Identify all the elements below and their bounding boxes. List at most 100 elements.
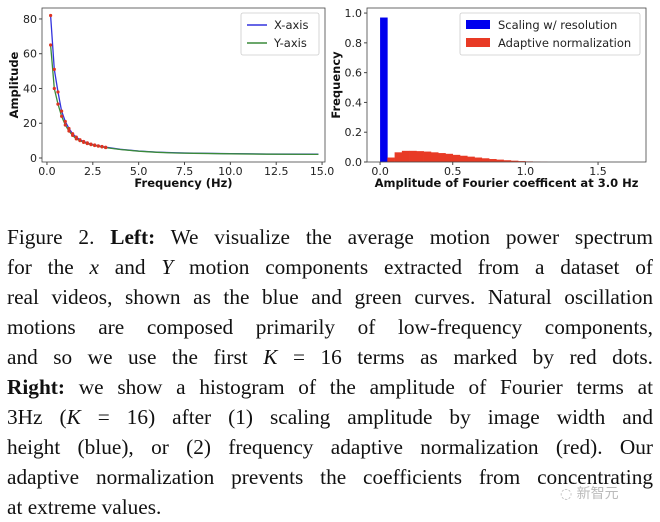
caption-line: at extreme values. <box>7 492 653 522</box>
histogram-bar <box>402 151 410 162</box>
red-dot-marker <box>64 123 67 126</box>
caption-text: K <box>263 345 277 369</box>
histogram-bar <box>380 18 388 162</box>
red-dot-marker <box>75 137 78 140</box>
caption-text: Left: <box>110 225 155 249</box>
histogram-bar <box>475 158 483 162</box>
histogram-bar <box>387 158 395 162</box>
y-tick-label: 0.0 <box>345 156 363 169</box>
caption-text: = 16) after (1) scaling amplitude by ima… <box>81 405 653 429</box>
caption-text: and <box>99 255 161 279</box>
caption-text: Right: <box>7 375 65 399</box>
series-line-y-axis <box>51 45 319 154</box>
caption-text: for the <box>7 255 90 279</box>
y-tick-label: 0.6 <box>345 67 363 80</box>
histogram-bar <box>482 158 490 162</box>
caption-text: x <box>90 255 99 279</box>
caption-text: Y <box>161 255 173 279</box>
caption-line: Figure 2. Left: We visualize the average… <box>7 222 653 252</box>
caption-text: 3Hz ( <box>7 405 67 429</box>
caption-text: at extreme values. <box>7 495 161 519</box>
x-axis-label: Amplitude of Fourier coefficent at 3.0 H… <box>375 176 639 190</box>
y-tick-label: 0.4 <box>345 96 363 109</box>
histogram-bar <box>467 157 475 162</box>
red-dot-marker <box>64 120 67 123</box>
y-axis-label: Frequency <box>329 51 343 119</box>
y-tick-label: 60 <box>23 48 37 61</box>
caption-text: height (blue), or (2) frequency adaptive… <box>7 435 653 459</box>
histogram-bar <box>489 159 497 162</box>
red-dot-marker <box>71 134 74 137</box>
caption-text: we show a histogram of the amplitude of … <box>65 375 653 399</box>
caption-line: for the x and Y motion components extrac… <box>7 252 653 282</box>
x-tick-label: 0.0 <box>38 165 56 178</box>
caption-line: and so we use the first K = 16 terms as … <box>7 342 653 372</box>
histogram-bar <box>453 155 461 162</box>
caption-text: motion components extracted from a datas… <box>173 255 653 279</box>
red-dot-marker <box>89 143 92 146</box>
caption-text: We visualize the average motion power sp… <box>155 225 653 249</box>
caption-line: Right: we show a histogram of the amplit… <box>7 372 653 402</box>
red-dot-marker <box>53 68 56 71</box>
red-dot-marker <box>60 109 63 112</box>
y-tick-label: 40 <box>23 82 37 95</box>
legend-label: Scaling w/ resolution <box>498 18 617 32</box>
y-tick-label: 0.8 <box>345 37 363 50</box>
red-dot-marker <box>82 141 85 144</box>
red-dot-marker <box>100 145 103 148</box>
x-tick-label: 12.5 <box>264 165 289 178</box>
y-tick-label: 80 <box>23 13 37 26</box>
red-dot-marker <box>60 115 63 118</box>
histogram-bar <box>431 152 439 162</box>
histogram-bar <box>424 152 432 162</box>
caption-text: motions are composed primarily of low-fr… <box>7 315 653 339</box>
y-tick-label: 0.2 <box>345 126 363 139</box>
caption-line: 3Hz (K = 16) after (1) scaling amplitude… <box>7 402 653 432</box>
caption-line: real videos, shown as the blue and green… <box>7 282 653 312</box>
caption-text: K <box>67 405 81 429</box>
histogram-bar <box>416 151 424 162</box>
red-dot-marker <box>86 142 89 145</box>
y-tick-label: 1.0 <box>345 7 363 20</box>
histogram-bar <box>460 156 468 162</box>
red-dot-marker <box>49 14 52 17</box>
x-axis-label: Frequency (Hz) <box>134 176 232 190</box>
caption-text: and so we use the first <box>7 345 263 369</box>
red-dot-marker <box>97 145 100 148</box>
caption-text: = 16 terms as marked by red dots. <box>277 345 653 369</box>
red-dot-marker <box>104 146 107 149</box>
red-dot-marker <box>78 139 81 142</box>
red-dot-marker <box>49 43 52 46</box>
y-tick-label: 0 <box>30 152 37 165</box>
caption-line: height (blue), or (2) frequency adaptive… <box>7 432 653 462</box>
legend-label: X-axis <box>274 18 309 32</box>
histogram-bar <box>409 151 417 162</box>
legend: Scaling w/ resolution Adaptive normalizat… <box>460 13 640 55</box>
watermark-text: 新智元 <box>577 486 619 502</box>
caption-text: real videos, shown as the blue and green… <box>7 285 653 309</box>
caption-text: adaptive normalization prevents the coef… <box>7 465 653 489</box>
red-dot-marker <box>67 129 70 132</box>
watermark: ◌ 新智元 <box>560 483 619 503</box>
red-dot-marker <box>93 144 96 147</box>
legend-swatch <box>466 38 490 47</box>
histogram-bar <box>438 153 446 162</box>
histogram-bar <box>395 152 403 162</box>
red-dot-marker <box>56 103 59 106</box>
legend-swatch <box>466 20 490 29</box>
caption-text: Figure 2. <box>7 225 110 249</box>
legend-label: Y-axis <box>273 36 307 50</box>
histogram-bar <box>445 154 453 162</box>
caption-line: adaptive normalization prevents the coef… <box>7 462 653 492</box>
figure-caption: Figure 2. Left: We visualize the average… <box>7 222 653 522</box>
x-tick-label: 2.5 <box>84 165 102 178</box>
y-tick-label: 20 <box>23 117 37 130</box>
red-dot-marker <box>56 90 59 93</box>
caption-line: motions are composed primarily of low-fr… <box>7 312 653 342</box>
x-tick-label: 15.0 <box>310 165 335 178</box>
red-dot-marker <box>53 87 56 90</box>
legend-label: Adaptive normalization <box>498 36 631 50</box>
